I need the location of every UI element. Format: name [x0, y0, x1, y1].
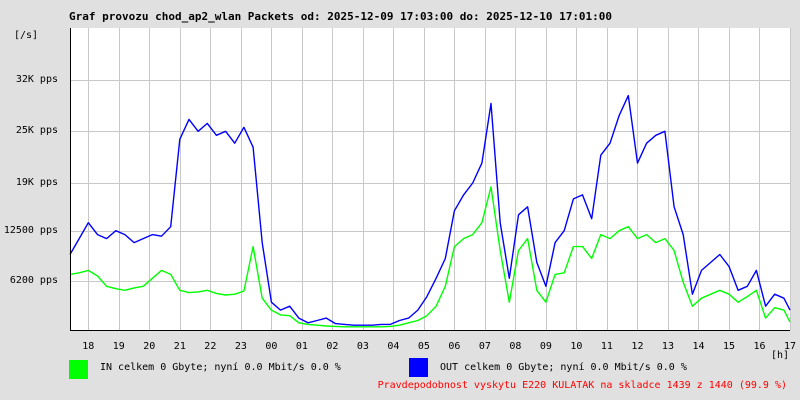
y-tick-label: 6200 pps: [9, 274, 58, 286]
x-tick-label: 00: [265, 341, 278, 352]
chart-title: Graf provozu chod_ap2_wlan Packets od: 2…: [69, 10, 613, 23]
x-tick-label: 18: [82, 341, 95, 352]
legend-out-swatch: [409, 358, 428, 377]
y-axis-unit: [/s]: [14, 30, 39, 41]
x-tick-label: 17: [783, 341, 797, 352]
x-tick-label: 12: [631, 341, 644, 352]
x-tick-label: 23: [234, 341, 247, 352]
series-line-out: [69, 94, 791, 326]
footer-note: Pravdepodobnost vyskytu E220 KULATAK na …: [377, 380, 787, 391]
x-tick-label: 02: [326, 341, 339, 352]
x-tick-label: 10: [570, 341, 583, 352]
legend-in-swatch: [69, 360, 88, 379]
x-tick-label: 14: [692, 341, 705, 352]
legend-out-text: OUT celkem 0 Gbyte; nyní 0.0 Mbit/s 0.0 …: [440, 362, 687, 373]
x-tick-label: 01: [295, 341, 308, 352]
y-tick-label: 32K pps: [15, 73, 58, 85]
x-tick-label: 11: [600, 341, 613, 352]
x-tick-label: 16: [753, 341, 766, 352]
x-tick-label: 04: [387, 341, 400, 352]
x-tick-label: 15: [722, 341, 735, 352]
x-tick-label: 19: [112, 341, 125, 352]
x-tick-label: 03: [356, 341, 369, 352]
x-tick-label: 05: [417, 341, 430, 352]
x-tick-label: 06: [448, 341, 461, 352]
y-tick-label: 12500 pps: [3, 224, 58, 236]
x-tick-label: 21: [173, 341, 186, 352]
legend-in-text: IN celkem 0 Gbyte; nyní 0.0 Mbit/s 0.0 %: [100, 362, 341, 373]
y-tick-label: 25K pps: [15, 125, 58, 137]
x-tick-label: 08: [509, 341, 522, 352]
x-tick-label: 07: [478, 341, 491, 352]
series-line-in: [69, 186, 791, 328]
x-axis-unit: [h]: [771, 350, 790, 361]
x-tick-label: 13: [661, 341, 674, 352]
x-tick-label: 20: [143, 341, 156, 352]
x-tick-label: 09: [539, 341, 552, 352]
x-tick-label: 22: [204, 341, 217, 352]
y-tick-label: 19K pps: [15, 176, 58, 188]
plot-area: [70, 28, 790, 330]
